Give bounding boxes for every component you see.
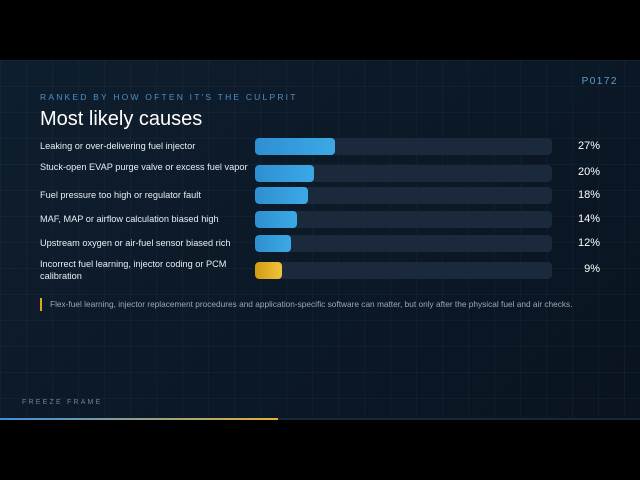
callout-note: Flex-fuel learning, injector replacement… <box>40 298 578 311</box>
bar-fill <box>255 187 309 204</box>
bar-fill <box>255 235 291 252</box>
bar-fill <box>255 211 297 228</box>
cause-row: Incorrect fuel learning, injector coding… <box>40 259 620 284</box>
bar-value-label: 14% <box>577 213 600 225</box>
bar-track <box>255 187 552 204</box>
cause-label: Fuel pressure too high or regulator faul… <box>40 190 201 200</box>
bar-fill <box>255 138 336 155</box>
bar-value-label: 18% <box>577 189 600 201</box>
bar-value-label: 12% <box>577 237 600 249</box>
bar-fill <box>255 165 315 182</box>
section-kicker: RANKED BY HOW OFTEN IT'S THE CULPRIT <box>40 92 298 102</box>
slide-title: Most likely causes <box>40 108 203 130</box>
cause-row: Fuel pressure too high or regulator faul… <box>40 187 620 211</box>
cause-label: Stuck-open EVAP purge valve or excess fu… <box>40 162 248 172</box>
cause-row: Upstream oxygen or air-fuel sensor biase… <box>40 235 620 259</box>
slide-progress-track <box>0 418 640 420</box>
cause-row: Leaking or over-delivering fuel injector… <box>40 138 620 162</box>
cause-label: MAF, MAP or airflow calculation biased h… <box>40 214 219 224</box>
bar-value-label: 20% <box>577 166 600 178</box>
cause-row: Stuck-open EVAP purge valve or excess fu… <box>40 162 620 187</box>
footer-label: FREEZE FRAME <box>22 399 103 406</box>
bar-value-label: 27% <box>577 140 600 152</box>
cause-label: Incorrect fuel learning, injector coding… <box>40 259 227 281</box>
bar-track <box>255 211 552 228</box>
cause-row: MAF, MAP or airflow calculation biased h… <box>40 211 620 235</box>
bar-track <box>255 165 552 182</box>
dtc-code: P0172 <box>581 76 618 87</box>
bar-track <box>255 262 552 279</box>
bar-track <box>255 138 552 155</box>
bar-fill <box>255 262 282 279</box>
cause-chart: Leaking or over-delivering fuel injector… <box>40 138 620 284</box>
cause-label: Leaking or over-delivering fuel injector <box>40 141 196 151</box>
bar-value-label: 9% <box>584 263 600 275</box>
bar-track <box>255 235 552 252</box>
cause-label: Upstream oxygen or air-fuel sensor biase… <box>40 238 231 248</box>
slide-progress-fill <box>0 418 279 420</box>
slide: P0172 RANKED BY HOW OFTEN IT'S THE CULPR… <box>0 60 640 420</box>
